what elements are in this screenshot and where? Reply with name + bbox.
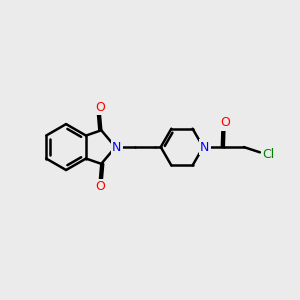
- Text: N: N: [112, 141, 122, 154]
- Text: O: O: [95, 101, 105, 114]
- Text: N: N: [200, 141, 209, 154]
- Text: Cl: Cl: [262, 148, 274, 161]
- Text: O: O: [95, 180, 105, 193]
- Text: O: O: [220, 116, 230, 129]
